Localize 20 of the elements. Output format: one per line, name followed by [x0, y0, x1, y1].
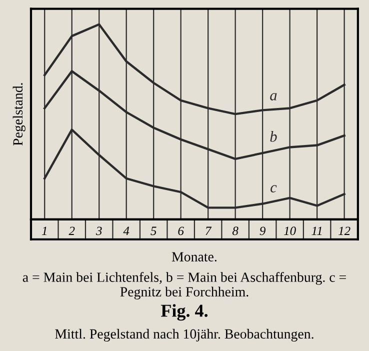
x-tick-label: 11 — [312, 226, 322, 235]
x-tick-label: 2 — [68, 226, 75, 235]
x-tick-label: 4 — [123, 226, 130, 235]
x-tick-label: 6 — [178, 226, 184, 236]
text: Fig. 4. — [160, 304, 208, 321]
x-tick-label: 8 — [232, 226, 238, 236]
x-tick-label: 7 — [206, 226, 212, 235]
x-tick-label: 5 — [150, 226, 156, 236]
text: Mittl. Pegelstand nach 10jähr. Beobachtungen. — [55, 328, 314, 342]
x-tick-label: 9 — [260, 226, 266, 236]
text: a = Main bei Lichtenfels, b = Main bei Aschaffenburg. c = Pegnitz bei Forchheim. — [22, 272, 346, 300]
x-tick-label: 1 — [42, 226, 46, 235]
x-tick-label: 10 — [284, 226, 296, 236]
x-tick-label: 3 — [96, 226, 102, 236]
x-tick-label: 12 — [338, 226, 350, 235]
x-axis-title: Monate. — [172, 252, 216, 262]
series-label: b — [270, 131, 277, 142]
series-label: c — [270, 185, 277, 192]
y-axis-title: Pegelstand. — [12, 83, 26, 146]
series-label: a — [270, 93, 277, 100]
